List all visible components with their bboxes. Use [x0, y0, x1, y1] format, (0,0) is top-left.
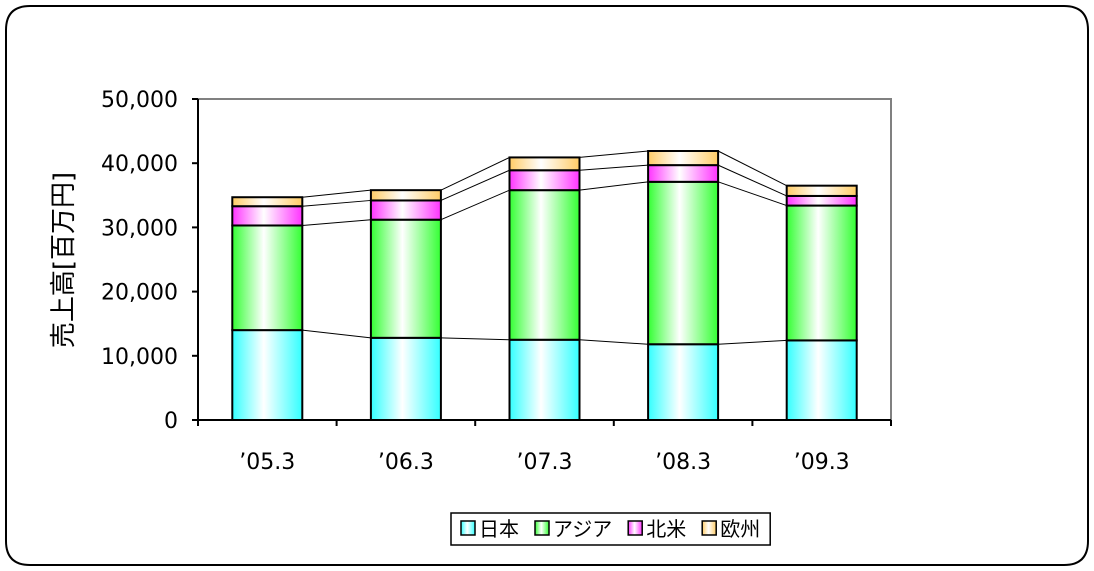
bar-segment-1-5 — [785, 339, 858, 421]
legend-label-2: アジア — [553, 517, 612, 541]
legend-swatch-3 — [627, 520, 643, 536]
series-line-4-1 — [302, 189, 371, 198]
y-tick-label: 40,000 — [101, 152, 178, 177]
series-line-1-4 — [718, 339, 787, 345]
series-line-4-3 — [579, 150, 649, 158]
series-line-2-1 — [302, 219, 371, 226]
bar-segment-4-3 — [508, 156, 581, 172]
bar-segment-1-4 — [647, 343, 720, 421]
y-axis-title: 売上高[百万円] — [49, 172, 79, 348]
legend-swatch-2 — [534, 520, 550, 536]
legend-label-4: 欧州 — [720, 517, 760, 541]
legend-label-1: 日本 — [479, 517, 519, 541]
x-tick-label: ’05.3 — [239, 450, 295, 475]
legend-swatch-4 — [701, 520, 717, 536]
series-line-3-3 — [579, 164, 649, 171]
bar-segment-3-1 — [231, 205, 304, 227]
bar-segment-1-1 — [231, 329, 304, 421]
bar-segment-4-1 — [231, 196, 304, 208]
y-tick-label: 10,000 — [101, 345, 178, 370]
y-axis-tick-labels: 0 10,000 20,000 30,000 40,000 50,000 — [101, 88, 178, 434]
y-tick-label: 30,000 — [101, 216, 178, 241]
bar-segment-3-5 — [785, 194, 858, 207]
bar-segment-4-2 — [369, 189, 442, 202]
series-connector-lines — [302, 150, 787, 345]
x-axis-tick-labels: ’05.3 ’06.3 ’07.3 ’08.3 ’09.3 — [239, 450, 849, 475]
bar-segment-2-1 — [231, 224, 304, 332]
series-line-2-4 — [717, 181, 787, 207]
y-tick-label: 50,000 — [101, 88, 178, 113]
legend-label-3: 北米 — [646, 517, 686, 541]
x-tick-label: ’08.3 — [655, 450, 711, 475]
series-line-4-2 — [440, 156, 510, 191]
series-line-2-2 — [440, 189, 510, 221]
bar-segment-3-3 — [508, 169, 581, 192]
y-tick-label: 0 — [164, 409, 178, 434]
series-line-1-2 — [440, 337, 510, 341]
series-line-1-3 — [579, 339, 649, 345]
bar-segment-2-5 — [785, 204, 858, 342]
series-line-3-1 — [302, 199, 371, 207]
bar-segment-4-5 — [785, 184, 858, 197]
series-line-4-4 — [717, 150, 787, 187]
bar-segment-1-2 — [369, 336, 442, 422]
x-tick-label: ’09.3 — [794, 450, 850, 475]
legend-box — [450, 512, 771, 546]
y-tick-label: 20,000 — [101, 281, 178, 306]
series-line-3-2 — [440, 169, 510, 201]
bars — [231, 150, 858, 422]
bar-segment-3-4 — [647, 164, 720, 183]
axes — [192, 98, 892, 426]
x-tick-label: ’06.3 — [378, 450, 434, 475]
bar-segment-3-2 — [369, 199, 442, 221]
legend-swatch-1 — [460, 520, 476, 536]
series-line-2-3 — [579, 181, 649, 191]
bar-segment-4-4 — [647, 150, 720, 167]
series-line-1-1 — [302, 329, 371, 339]
bar-segment-2-4 — [647, 180, 720, 346]
series-line-3-4 — [717, 164, 787, 197]
x-tick-label: ’07.3 — [517, 450, 573, 475]
bar-segment-2-2 — [369, 218, 442, 339]
bar-segment-2-3 — [508, 189, 581, 341]
bar-segment-1-3 — [508, 338, 581, 421]
legend: 日本 アジア 北米 欧州 — [450, 512, 771, 546]
